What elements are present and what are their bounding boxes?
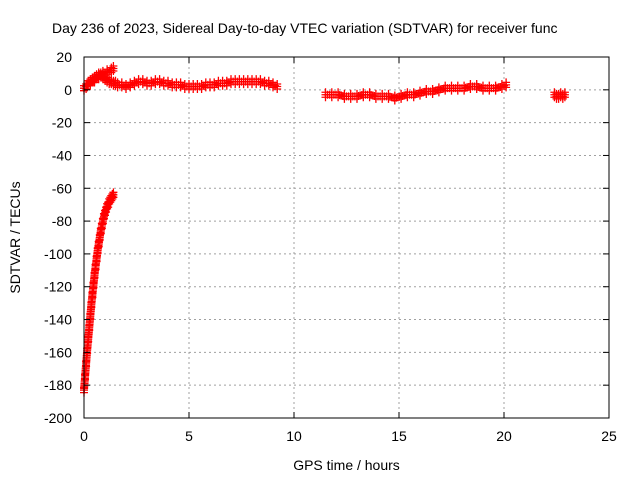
data-point xyxy=(416,91,424,100)
data-point xyxy=(434,88,443,97)
data-point xyxy=(130,81,139,90)
data-point xyxy=(103,204,112,213)
data-point xyxy=(109,193,118,202)
x-tick-label: 10 xyxy=(286,428,302,444)
y-tick-label: -100 xyxy=(44,246,72,262)
data-point xyxy=(86,81,95,90)
y-tick-label: 20 xyxy=(56,49,72,65)
y-tick-label: -200 xyxy=(44,410,72,426)
x-axis-label: GPS time / hours xyxy=(293,457,400,473)
data-point xyxy=(92,257,101,266)
data-point xyxy=(88,293,97,302)
y-tick-label: -60 xyxy=(52,180,72,196)
data-point xyxy=(108,194,117,203)
data-point xyxy=(264,81,273,90)
data-point xyxy=(497,85,506,94)
data-point xyxy=(334,93,343,102)
data-point xyxy=(89,283,98,292)
data-point xyxy=(428,89,437,98)
data-point xyxy=(95,236,104,244)
data-point xyxy=(122,85,130,94)
data-point xyxy=(98,219,107,228)
data-point xyxy=(138,80,147,89)
y-tick-label: -80 xyxy=(52,213,72,229)
data-point xyxy=(491,86,500,95)
data-point xyxy=(155,80,164,89)
data-marks xyxy=(80,61,569,397)
y-tick-label: 0 xyxy=(64,82,72,98)
data-point xyxy=(85,326,94,335)
data-point xyxy=(560,93,569,102)
x-tick-label: 0 xyxy=(80,428,88,444)
data-point xyxy=(94,75,103,84)
data-point xyxy=(197,85,206,94)
plot-frame xyxy=(83,56,610,419)
y-axis-label: SDTVAR / TECUs xyxy=(7,181,23,293)
data-point xyxy=(90,78,99,87)
x-tick-label: 20 xyxy=(496,428,512,444)
y-tick-label: -20 xyxy=(52,115,72,131)
data-point xyxy=(502,83,511,92)
data-point xyxy=(164,81,172,90)
data-point xyxy=(94,242,103,251)
data-point xyxy=(81,375,90,384)
data-point xyxy=(460,86,469,95)
data-point xyxy=(256,80,265,89)
grid-lines xyxy=(84,57,609,418)
y-tick-label: -160 xyxy=(44,344,72,360)
y-tick-label: -180 xyxy=(44,377,72,393)
data-point xyxy=(82,362,91,371)
data-point xyxy=(353,94,361,103)
data-point xyxy=(87,303,96,312)
data-point xyxy=(210,83,219,92)
data-point xyxy=(97,224,106,233)
data-point xyxy=(147,81,156,90)
data-point xyxy=(273,85,282,94)
data-point xyxy=(90,273,99,282)
data-point xyxy=(472,85,481,94)
data-point xyxy=(96,229,105,238)
x-tick-label: 25 xyxy=(601,428,617,444)
data-point xyxy=(365,93,374,102)
data-point xyxy=(98,71,107,80)
data-point xyxy=(109,66,118,75)
data-point xyxy=(390,96,399,105)
data-point xyxy=(269,83,277,92)
data-point xyxy=(222,81,231,90)
data-point xyxy=(409,93,418,102)
axis-ticks: 0 5 10 15 20 25 20 0 -20 -40 -60 -80 -100 -120 -140 -16… xyxy=(44,49,617,444)
data-point xyxy=(103,70,112,79)
x-tick-label: 15 xyxy=(391,428,407,444)
y-tick-label: -140 xyxy=(44,312,72,328)
data-point xyxy=(91,265,100,274)
x-tick-label: 5 xyxy=(185,428,193,444)
y-tick-label: -40 xyxy=(52,147,72,163)
y-tick-label: -120 xyxy=(44,279,72,295)
data-point xyxy=(84,337,93,346)
data-point xyxy=(176,83,185,92)
chart-title: Day 236 of 2023, Sidereal Day-to-day VTE… xyxy=(52,20,558,36)
data-point xyxy=(93,249,102,258)
data-point xyxy=(384,94,393,103)
data-point xyxy=(117,83,126,92)
data-point xyxy=(397,94,406,103)
data-point xyxy=(86,314,95,323)
data-point xyxy=(126,83,135,92)
